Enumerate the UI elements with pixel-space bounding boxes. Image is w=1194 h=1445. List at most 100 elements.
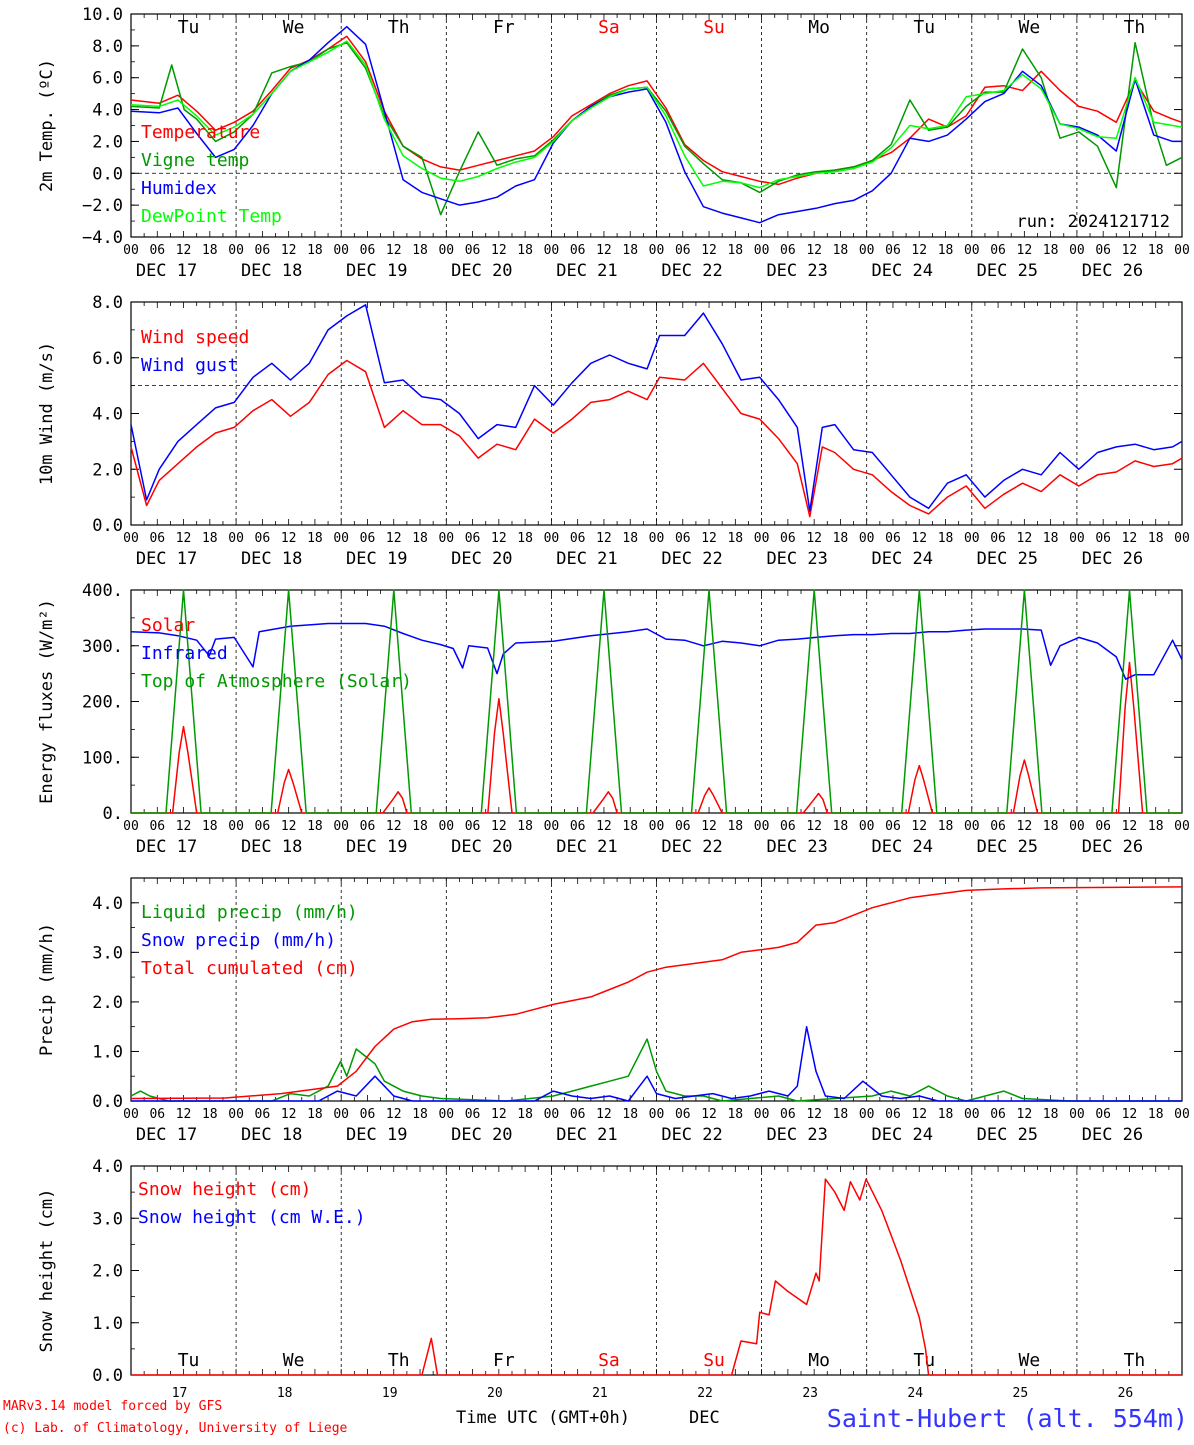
hour-tick-label: 18 [938, 531, 954, 546]
hour-tick-label: 06 [990, 819, 1006, 834]
hour-tick-label: 06 [149, 243, 165, 258]
legend-entry: Snow height (cm) [138, 1179, 311, 1200]
series-line-snow-height-cm- [131, 1178, 1182, 1376]
hour-tick-label: 06 [675, 531, 691, 546]
hour-tick-label: 12 [386, 531, 402, 546]
y-tick-label: 100. [82, 748, 123, 768]
credit-line-2: (c) Lab. of Climatology, University of L… [3, 1421, 348, 1436]
y-axis-label: 10m Wind (m/s) [37, 342, 57, 485]
hour-tick-label: 00 [964, 243, 980, 258]
hour-tick-label: 06 [255, 1107, 271, 1122]
date-label: DEC 21 [556, 261, 617, 281]
hour-tick-label: 12 [386, 819, 402, 834]
hour-tick-label: 18 [938, 1107, 954, 1122]
panel-1: −4.0 −2.0 0.0 2.0 4.0 6.0 8.0 10.0 2m Temp. (ºC)… [37, 5, 1190, 281]
series-line-total-cumulated-cm- [130, 886, 1183, 1100]
hour-tick-label: 12 [1122, 1107, 1138, 1122]
hour-tick-label: 18 [517, 1107, 533, 1122]
date-label: DEC 17 [136, 1125, 197, 1145]
weekday-label: Tu [178, 17, 200, 38]
date-label: DEC 22 [661, 1125, 722, 1145]
y-tick-label: 8.0 [92, 293, 123, 313]
hour-tick-label: 06 [1095, 1107, 1111, 1122]
hour-tick-label: 00 [859, 1107, 875, 1122]
hour-tick-label: 06 [885, 819, 901, 834]
credit-line-1: MARv3.14 model forced by GFS [3, 1399, 222, 1414]
month-label: DEC [689, 1408, 720, 1428]
hour-tick-label: 12 [176, 819, 192, 834]
hour-tick-label: 12 [1017, 1107, 1033, 1122]
date-label: DEC 23 [766, 837, 827, 857]
hour-tick-label: 18 [622, 531, 638, 546]
hour-tick-label: 06 [675, 243, 691, 258]
hour-tick-label: 06 [780, 819, 796, 834]
hour-tick-label: 12 [806, 819, 822, 834]
y-axis-label: Precip (mm/h) [37, 923, 57, 1056]
hour-tick-label: 18 [833, 243, 849, 258]
weekday-label: Fr [493, 1350, 515, 1371]
hour-tick-label: 00 [544, 1107, 560, 1122]
legend-entry: Infrared [141, 643, 228, 664]
y-tick-label: 2.0 [92, 1262, 123, 1282]
hour-tick-label: 12 [1122, 243, 1138, 258]
hour-tick-label: 00 [123, 531, 139, 546]
weekday-label: Th [1124, 17, 1146, 38]
hour-tick-label: 06 [255, 531, 271, 546]
hour-tick-label: 00 [228, 243, 244, 258]
day-number-label: 17 [172, 1386, 188, 1401]
date-label: DEC 24 [872, 837, 933, 857]
legend-entry: Top of Atmosphere (Solar) [141, 671, 412, 692]
hour-tick-label: 06 [1095, 531, 1111, 546]
weekday-label: Tu [178, 1350, 200, 1371]
hour-tick-label: 18 [307, 819, 323, 834]
hour-tick-label: 18 [412, 819, 428, 834]
date-label: DEC 23 [766, 261, 827, 281]
day-number-label: 20 [487, 1386, 503, 1401]
hour-tick-label: 18 [622, 819, 638, 834]
hour-tick-label: 00 [964, 1107, 980, 1122]
hour-tick-label: 06 [149, 531, 165, 546]
hour-tick-label: 06 [360, 819, 376, 834]
day-number-label: 22 [697, 1386, 713, 1401]
date-label: DEC 22 [661, 549, 722, 569]
hour-tick-label: 00 [544, 531, 560, 546]
date-label: DEC 20 [451, 261, 512, 281]
hour-tick-label: 06 [570, 819, 586, 834]
hour-tick-label: 00 [438, 1107, 454, 1122]
hour-tick-label: 06 [885, 531, 901, 546]
day-number-label: 21 [592, 1386, 608, 1401]
legend-entry: Snow precip (mm/h) [141, 930, 336, 951]
date-label: DEC 19 [346, 261, 407, 281]
hour-tick-label: 12 [1017, 243, 1033, 258]
legend-entry: Humidex [141, 178, 217, 199]
hour-tick-label: 18 [517, 243, 533, 258]
date-label: DEC 21 [556, 1125, 617, 1145]
weekday-label: Su [703, 1350, 725, 1371]
hour-tick-label: 18 [1148, 819, 1164, 834]
hour-tick-label: 00 [1069, 243, 1085, 258]
date-label: DEC 25 [977, 261, 1038, 281]
hour-tick-label: 18 [727, 531, 743, 546]
date-label: DEC 23 [766, 549, 827, 569]
hour-tick-label: 06 [675, 1107, 691, 1122]
hour-tick-label: 12 [701, 819, 717, 834]
legend-entry: Solar [141, 615, 195, 636]
legend-entry: Wind speed [141, 327, 249, 348]
hour-tick-label: 12 [1017, 819, 1033, 834]
y-axis-label: Energy fluxes (W/m²) [37, 599, 57, 804]
hour-tick-label: 00 [333, 243, 349, 258]
panel-4: 0.0 1.0 2.0 3.0 4.0 Precip (mm/h) 00 06 12 18 DEC … [37, 877, 1190, 1145]
hour-tick-label: 12 [176, 1107, 192, 1122]
hour-tick-label: 00 [544, 243, 560, 258]
hour-tick-label: 00 [754, 243, 770, 258]
hour-tick-label: 12 [176, 243, 192, 258]
hour-tick-label: 12 [1017, 531, 1033, 546]
weekday-label: Th [1124, 1350, 1146, 1371]
weekday-label: Tu [913, 17, 935, 38]
hour-tick-label: 12 [701, 531, 717, 546]
series-line-wind-gust [130, 304, 1183, 512]
station-label: Saint-Hubert (alt. 554m) [827, 1404, 1188, 1433]
hour-tick-label: 12 [911, 531, 927, 546]
y-tick-label: 4.0 [92, 1157, 123, 1177]
hour-tick-label: 18 [1043, 531, 1059, 546]
